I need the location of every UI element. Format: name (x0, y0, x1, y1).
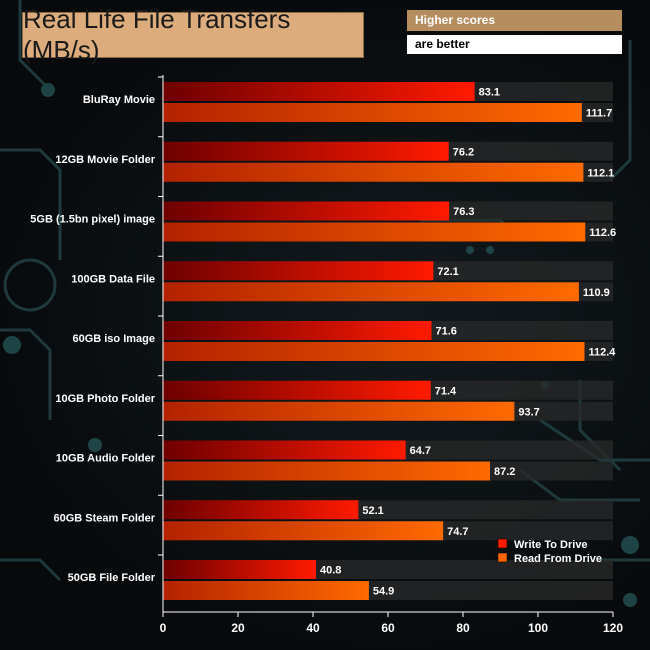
write-bar (163, 440, 406, 460)
x-tick-label: 120 (603, 621, 623, 635)
write-bar (163, 500, 359, 520)
read-bar (163, 521, 444, 541)
higher-scores-note: Higher scores (407, 10, 622, 31)
x-tick-label: 0 (160, 621, 167, 635)
are-better-note: are better (407, 35, 622, 54)
write-bar (163, 560, 316, 579)
data-label: 52.1 (362, 505, 383, 517)
category-label: BluRay Movie (83, 94, 155, 106)
legend-swatch-read (497, 552, 508, 563)
data-label: 93.7 (518, 406, 539, 418)
data-label: 72.1 (437, 266, 458, 278)
x-tick-label: 100 (528, 621, 548, 635)
read-bar (163, 103, 582, 122)
data-label: 87.2 (494, 466, 515, 478)
data-label: 112.4 (589, 347, 617, 359)
write-bar (163, 141, 449, 161)
legend-label-read: Read From Drive (514, 553, 602, 565)
category-label: 10GB Audio Folder (56, 453, 156, 465)
data-label: 110.9 (583, 287, 610, 299)
data-label: 40.8 (320, 565, 341, 577)
chart-title-box: Real Life File Transfers (MB/s) (22, 4, 364, 65)
category-label: 5GB (1.5bn pixel) image (30, 214, 155, 226)
read-bar (163, 222, 586, 242)
category-label: 50GB File Folder (68, 572, 156, 584)
x-tick-label: 20 (231, 621, 245, 635)
category-label: 60GB iso Image (72, 333, 155, 345)
category-label: 10GB Photo Folder (55, 393, 155, 405)
data-label: 76.2 (453, 146, 474, 158)
category-label: 100GB Data File (71, 273, 155, 285)
category-label: 12GB Movie Folder (55, 154, 155, 166)
write-bar (163, 82, 475, 101)
read-bar (163, 282, 579, 302)
read-bar (163, 162, 584, 182)
legend-swatch-write (497, 538, 508, 549)
legend-label-write: Write To Drive (514, 539, 588, 551)
data-label: 71.6 (436, 326, 457, 338)
data-label: 112.1 (587, 167, 614, 179)
read-bar (163, 401, 515, 421)
data-label: 74.7 (447, 526, 468, 538)
data-label: 71.4 (435, 385, 457, 397)
read-bar (163, 581, 369, 600)
data-label: 64.7 (410, 445, 431, 457)
x-tick-label: 80 (456, 621, 470, 635)
x-tick-label: 40 (306, 621, 320, 635)
x-tick-label: 60 (381, 621, 395, 635)
write-bar (163, 380, 431, 400)
read-bar (163, 461, 490, 481)
data-label: 83.1 (479, 87, 500, 99)
write-bar (163, 261, 434, 281)
data-label: 76.3 (453, 206, 474, 218)
read-bar (163, 342, 585, 361)
category-label: 60GB Steam Folder (54, 512, 156, 524)
write-bar (163, 201, 450, 221)
data-label: 54.9 (373, 586, 394, 598)
data-label: 111.7 (586, 108, 612, 120)
chart-title: Real Life File Transfers (MB/s) (23, 4, 291, 65)
data-label: 112.6 (589, 227, 616, 239)
write-bar (163, 321, 432, 340)
